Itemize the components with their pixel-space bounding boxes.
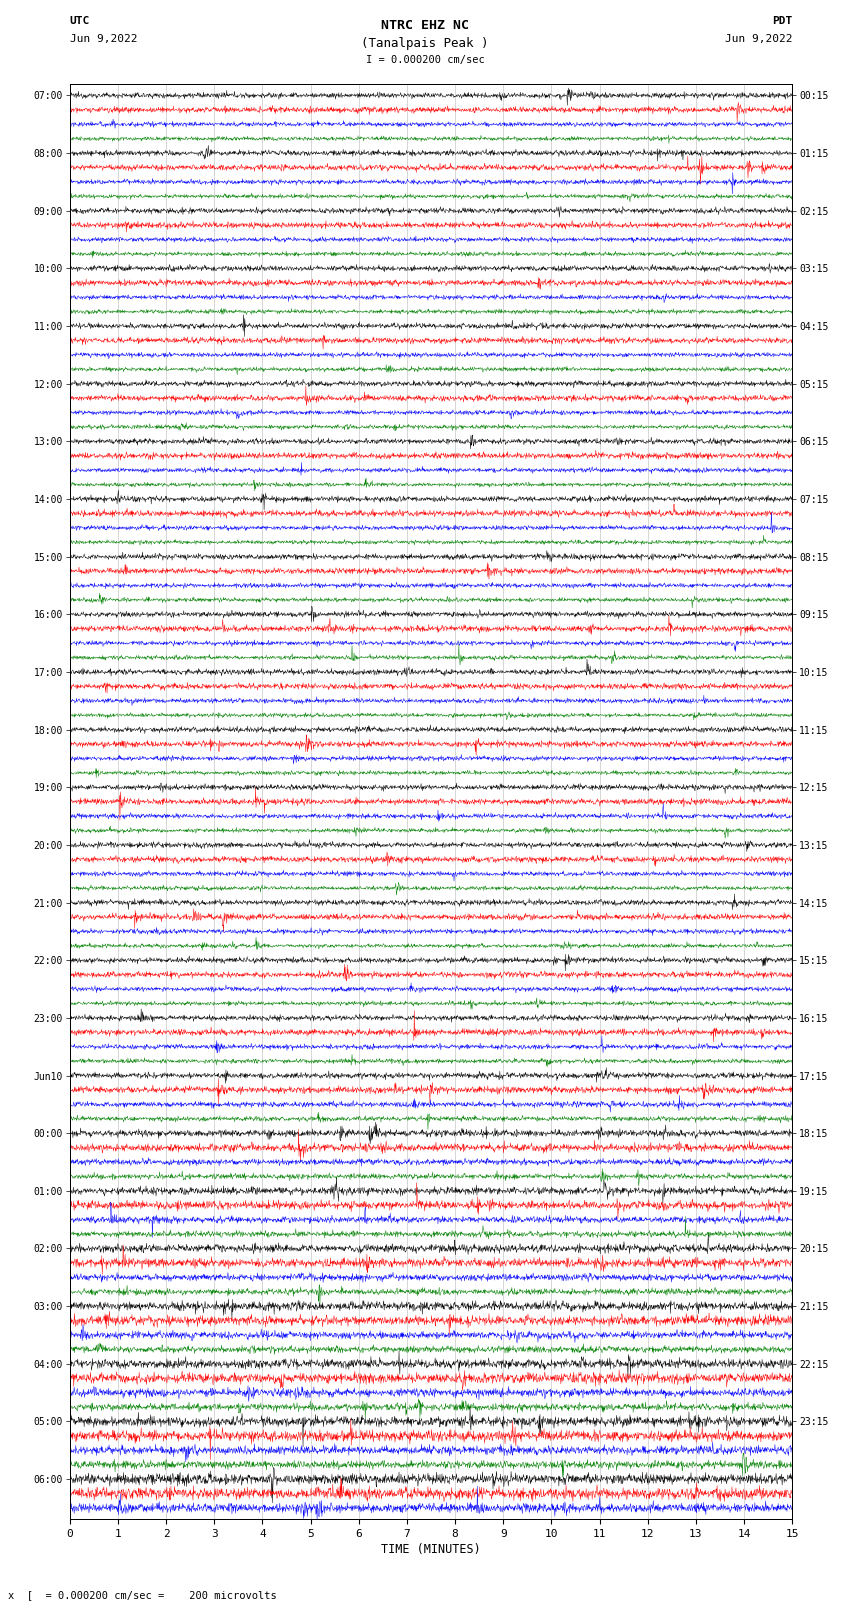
Text: Jun 9,2022: Jun 9,2022: [70, 34, 137, 44]
Text: x  [  = 0.000200 cm/sec =    200 microvolts: x [ = 0.000200 cm/sec = 200 microvolts: [8, 1590, 277, 1600]
X-axis label: TIME (MINUTES): TIME (MINUTES): [381, 1544, 481, 1557]
Text: I = 0.000200 cm/sec: I = 0.000200 cm/sec: [366, 55, 484, 65]
Text: PDT: PDT: [772, 16, 792, 26]
Text: Jun 9,2022: Jun 9,2022: [725, 34, 792, 44]
Text: NTRC EHZ NC: NTRC EHZ NC: [381, 19, 469, 32]
Text: (Tanalpais Peak ): (Tanalpais Peak ): [361, 37, 489, 50]
Text: UTC: UTC: [70, 16, 90, 26]
